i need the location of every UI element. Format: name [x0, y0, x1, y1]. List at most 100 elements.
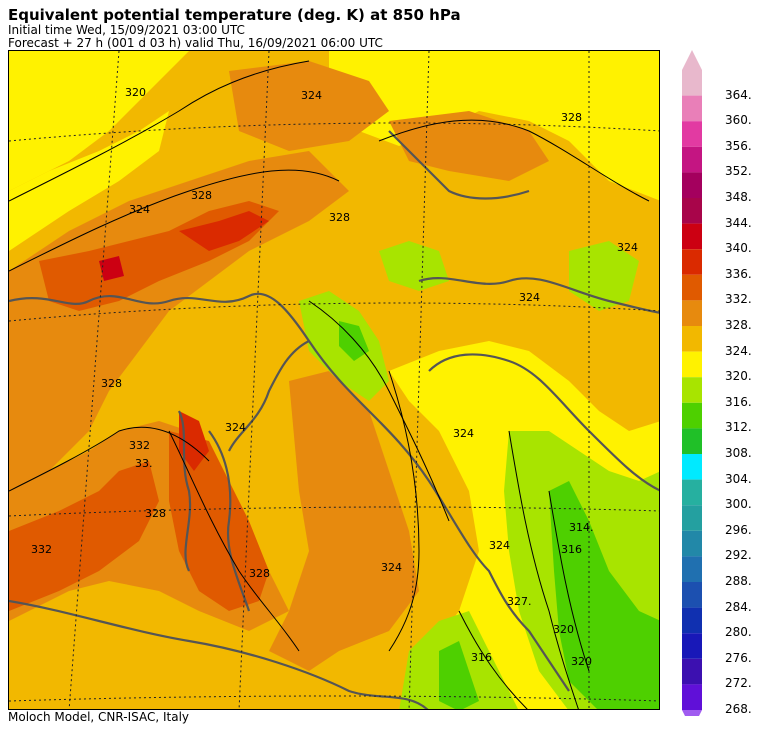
initial-time: Initial time Wed, 15/09/2021 03:00 UTC	[8, 23, 245, 37]
field-region-336-corsica	[179, 411, 209, 471]
colorbar-tick-label: 324.	[725, 343, 752, 358]
colorbar-swatch	[682, 505, 702, 531]
field-region-340	[99, 256, 124, 281]
colorbar-swatch	[682, 658, 702, 685]
colorbar-tick-label: 292.	[725, 548, 752, 563]
contour-label: 324	[301, 89, 322, 102]
contour-label: 328	[561, 111, 582, 124]
colorbar-swatch	[682, 582, 702, 608]
field-region-320-nw	[9, 51, 189, 191]
map-panel: 320 328 324 328 328 332 324 33. 328 332 328 324 324 3…	[8, 50, 660, 710]
field-region-320-ne	[329, 51, 659, 201]
colorbar-tick-label: 296.	[725, 522, 752, 537]
colorbar-swatch	[682, 633, 702, 659]
contour-labels: 320 328 324 328 328 332 324 33. 328 332 328 324 324 3…	[31, 86, 638, 668]
colorbar-tick-label: 272.	[725, 676, 752, 691]
contour-label: 328	[101, 377, 122, 390]
contour-label: 320	[553, 623, 574, 636]
colorbar-tick-label: 280.	[725, 625, 752, 640]
contour-label: 324	[225, 421, 246, 434]
contour-label: 328	[249, 567, 270, 580]
colorbar-swatch	[682, 684, 702, 710]
contour-label: 324	[129, 203, 150, 216]
colorbar-tick-label: 308.	[725, 446, 752, 460]
contour-label: 33.	[135, 457, 153, 470]
contour-label: 328	[145, 507, 166, 520]
colorbar-tick-label: 336.	[725, 266, 752, 281]
field-region-320-nw2	[9, 111, 169, 251]
field-region-332-corsica	[169, 431, 269, 611]
contour-label: 324	[489, 539, 510, 552]
contour-label: 320	[125, 86, 146, 99]
colorbar-tick-label: 320.	[725, 369, 752, 384]
colorbar-swatch	[682, 249, 702, 275]
colorbar-tick-label: 304.	[725, 471, 752, 486]
colorbar-swatch	[682, 95, 702, 122]
colorbar-swatch	[682, 607, 702, 634]
colorbar-swatch	[682, 530, 702, 557]
colorbar-swatch	[682, 300, 702, 326]
colorbar-tick-label: 348.	[725, 190, 752, 204]
colorbar-swatch	[682, 428, 702, 454]
colorbar-swatch	[682, 479, 702, 506]
contour-label: 324	[381, 561, 402, 574]
colorbar-max-arrow	[682, 50, 702, 70]
theta-e-field-map: 320 328 324 328 328 332 324 33. 328 332 328 324 324 3…	[9, 51, 659, 709]
colorbar-tick-label: 300.	[725, 497, 752, 512]
colorbar-tick-label: 364.	[725, 87, 752, 102]
contour-label: 324	[617, 241, 638, 254]
contour-label: 332	[31, 543, 52, 556]
colorbar-swatch	[682, 223, 702, 250]
colorbar-tick-label: 352.	[725, 164, 752, 179]
contour-label: 324	[519, 291, 540, 304]
colorbar-tick-label: 328.	[725, 318, 752, 332]
colorbar-swatch	[682, 454, 702, 480]
colorbar-swatch	[682, 198, 702, 224]
colorbar-swatch	[682, 121, 702, 147]
model-credit: Moloch Model, CNR-ISAC, Italy	[8, 710, 190, 724]
colorbar-swatch	[682, 172, 702, 198]
colorbar-tick-label: 268.	[725, 702, 752, 716]
colorbar-tick-label: 344.	[725, 215, 752, 230]
field-region-328-tyrrhenian	[269, 371, 419, 671]
contour-label: 324	[453, 427, 474, 440]
colorbar-swatch	[682, 402, 702, 429]
colorbar-tick-label: 276.	[725, 650, 752, 665]
field-region-312-south	[439, 641, 479, 709]
colorbar-swatch	[682, 274, 702, 301]
contour-label: 314.	[569, 521, 594, 534]
colorbar-min-arrow	[682, 710, 702, 716]
contour-label: 332	[129, 439, 150, 452]
field-region-312-balkans	[549, 481, 659, 709]
contour-label: 320	[571, 655, 592, 668]
colorbar-swatch	[682, 556, 702, 582]
colorbar-tick-label: 284.	[725, 599, 752, 614]
field-region-336-alps	[179, 211, 269, 251]
contour-lines	[9, 60, 650, 709]
colorbar-tick-label: 316.	[725, 394, 752, 409]
forecast-valid-time: Forecast + 27 h (001 d 03 h) valid Thu, …	[8, 36, 383, 50]
colorbar-tick-label: 360.	[725, 113, 752, 128]
colorbar-tick-label: 312.	[725, 420, 752, 435]
map-title: Equivalent potential temperature (deg. K…	[8, 6, 461, 24]
colorbar-tick-label: 332.	[725, 292, 752, 307]
colorbar-swatch	[682, 146, 702, 173]
field-region-328-ne	[389, 111, 549, 181]
graticule	[9, 51, 659, 709]
colorbar-swatch	[682, 351, 702, 378]
contour-label: 316	[471, 651, 492, 664]
field-region-328-north	[229, 61, 389, 151]
field-region-328-west	[9, 151, 349, 511]
colorbar-swatch	[682, 70, 702, 96]
contour-label: 328	[329, 211, 350, 224]
field-region-332-sw	[9, 461, 159, 611]
coastlines	[9, 130, 659, 709]
colorbar-tick-label: 356.	[725, 138, 752, 153]
colorbar-tick-label: 288.	[725, 574, 752, 588]
contour-label: 316	[561, 543, 582, 556]
contour-label: 328	[191, 189, 212, 202]
contour-label: 327.	[507, 595, 532, 608]
colorbar-swatch	[682, 377, 702, 403]
colorbar-swatch	[682, 326, 702, 352]
colorbar	[682, 50, 702, 716]
